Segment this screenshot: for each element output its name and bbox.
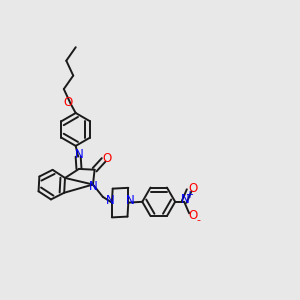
Text: O: O	[102, 152, 111, 165]
Text: N: N	[125, 194, 134, 207]
Text: N: N	[181, 194, 189, 206]
Text: O: O	[188, 182, 198, 195]
Text: N: N	[106, 194, 115, 207]
Text: N: N	[89, 180, 98, 193]
Text: O: O	[188, 209, 198, 222]
Text: O: O	[64, 96, 73, 109]
Text: -: -	[196, 215, 200, 225]
Text: N: N	[75, 148, 84, 161]
Text: +: +	[185, 190, 193, 200]
